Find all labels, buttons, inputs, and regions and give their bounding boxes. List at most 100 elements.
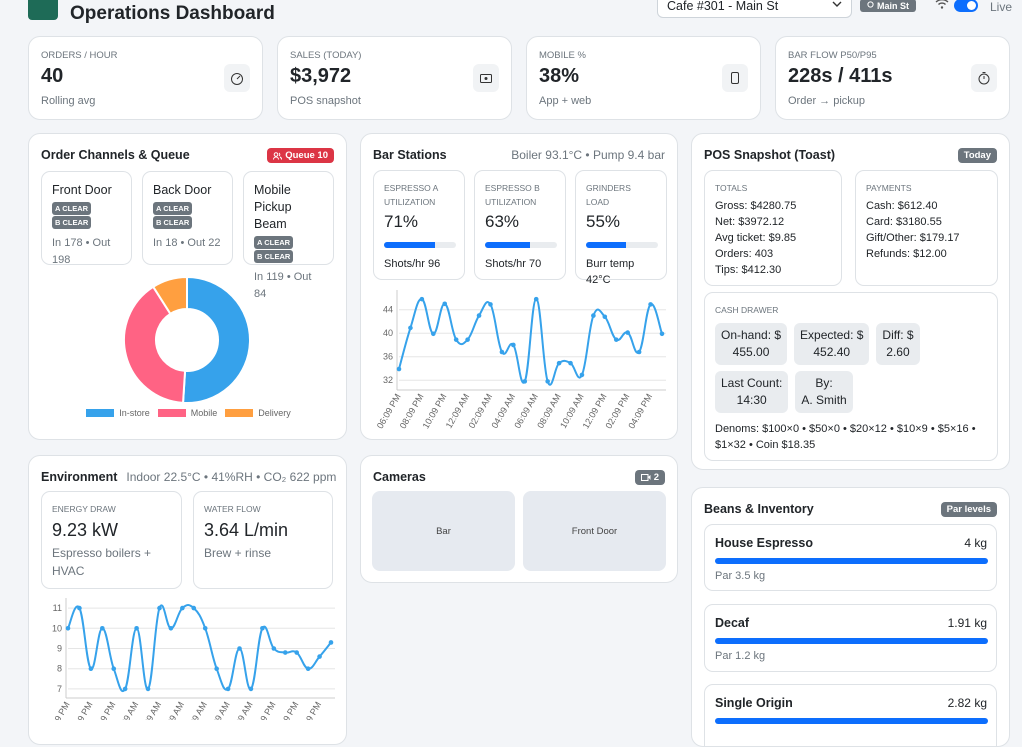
status-badge: B CLEAR [52, 216, 92, 229]
kpi-label: MOBILE % [539, 50, 586, 61]
chip-label: Last Count: [721, 376, 783, 390]
station-sub: Shots/hr 96 [384, 258, 441, 270]
stock-bar [715, 638, 988, 644]
today-badge: Today [957, 148, 997, 163]
data-point [214, 666, 219, 672]
channel-stats: In 178 • Out 198 [52, 237, 111, 266]
queue-badge: Queue 10 [267, 148, 334, 163]
location-badge: Main St [860, 0, 916, 12]
data-point [77, 605, 82, 611]
data-point [111, 666, 117, 672]
item-amount: 2.82 kg [947, 696, 987, 710]
data-point [157, 605, 162, 611]
station-box: ESPRESSO A UTILIZATION 71% Shots/hr 96 [373, 170, 465, 280]
pos-line: Tips: $412.30 [715, 264, 782, 276]
card-title: Beans & Inventory [704, 502, 814, 516]
data-point [488, 302, 493, 307]
station-sub: Shots/hr 70 [485, 258, 542, 270]
y-tick-label: 11 [53, 603, 62, 613]
chip-value: A. Smith [801, 393, 847, 407]
channel-box: Front Door A CLEARB CLEAR In 178 • Out 1… [41, 171, 132, 266]
legend-label: Mobile [190, 408, 218, 418]
x-tick-label: 04:09 AM [158, 700, 186, 720]
y-tick-label: 32 [383, 375, 393, 385]
station-value: 71% [384, 212, 419, 231]
channel-box: Back Door A CLEARB CLEAR In 18 • Out 22 [142, 171, 233, 265]
tile-value: 9.23 kW [52, 520, 119, 540]
y-tick-label: 36 [383, 352, 393, 362]
data-point [65, 625, 71, 631]
station-label: ESPRESSO A UTILIZATION [384, 183, 438, 207]
progress-bar [485, 242, 531, 248]
item-par: Par 3.5 kg [715, 570, 766, 582]
channel-box: Mobile Pickup Beam A CLEARB CLEAR In 119… [243, 171, 334, 300]
kpi-card: MOBILE % 38% App + web [526, 36, 761, 120]
data-point [202, 625, 208, 631]
card-title: Cameras [373, 470, 426, 484]
location-text: Cafe #301 - Main St [667, 0, 779, 13]
donut-chart [123, 275, 251, 404]
data-point [191, 605, 197, 611]
kpi-sub: POS snapshot [290, 95, 361, 107]
status-badge: A CLEAR [153, 202, 193, 215]
feed-label: Front Door [571, 525, 618, 537]
data-point [260, 625, 265, 631]
y-tick-label: 9 [57, 644, 62, 654]
camera-feed[interactable]: Front Door [523, 491, 666, 571]
legend-item: In-store [86, 408, 150, 418]
drawer-chip: Expected: $ 452.40 [794, 323, 870, 365]
legend-item: Delivery [225, 408, 291, 418]
chip-value: 2.60 [886, 345, 910, 359]
camera-feed[interactable]: Bar [372, 491, 515, 571]
badge-text: Main St [876, 0, 909, 11]
x-tick-label: 08:09 AM [204, 700, 232, 720]
data-line [398, 298, 663, 386]
pos-line: Card: $3180.55 [866, 216, 942, 228]
data-point [180, 605, 185, 611]
title-text: Environment [41, 470, 118, 484]
x-tick-label: 12:09 AM [113, 700, 141, 720]
x-tick-label: 10:09 PM [90, 700, 118, 720]
stock-bar [715, 718, 988, 724]
legend-item: Mobile [157, 408, 218, 418]
pos-line: Net: $3972.12 [715, 216, 785, 228]
channel-name: Back Door [153, 183, 212, 197]
legend-label: In-store [119, 408, 150, 418]
env-tile: WATER FLOW 3.64 L/min Brew + rinse [193, 491, 333, 589]
status-badge: A CLEAR [52, 202, 92, 215]
donut-slice [123, 285, 187, 404]
y-tick-label: 8 [57, 664, 62, 674]
status-badge: B CLEAR [153, 216, 193, 229]
kpi-icon [971, 64, 997, 92]
status-badge: B CLEAR [254, 250, 294, 263]
data-point [522, 379, 528, 384]
denoms: Denoms: $100×0 • $50×0 • $20×12 • $10×9 … [715, 423, 976, 451]
card-title: Bar Stations [373, 148, 447, 162]
data-point [168, 625, 174, 631]
cash-drawer-box: CASH DRAWER On-hand: $ 455.00 Expected: $ 4… [704, 292, 998, 461]
location-select[interactable]: Cafe #301 - Main St [657, 0, 852, 18]
kpi-icon [722, 64, 748, 92]
pos-line: Cash: $612.40 [866, 200, 938, 212]
box-label: CASH DRAWER [715, 305, 779, 315]
x-tick-label: 06:09 AM [181, 700, 209, 720]
data-point [511, 342, 516, 348]
live-toggle[interactable] [954, 0, 978, 12]
station-label: GRINDERS LOAD [586, 183, 631, 207]
card-subtitle: Indoor 22.5°C • 41%RH • CO₂ 622 ppm [126, 470, 337, 484]
data-point [88, 666, 94, 672]
environment-card: Environment Indoor 22.5°C • 41%RH • CO₂ 6… [28, 455, 347, 745]
x-tick-label: 02:09 AM [136, 700, 164, 720]
data-point [476, 313, 482, 318]
drawer-chip: On-hand: $ 455.00 [715, 323, 788, 365]
data-point [271, 646, 277, 651]
data-point [100, 625, 105, 631]
chip-value: 452.40 [813, 345, 851, 359]
kpi-label: BAR FLOW P50/P95 [788, 50, 877, 61]
x-tick-label: 10:09 AM [227, 700, 255, 720]
item-name: Decaf [715, 616, 750, 630]
card-title: Order Channels & Queue [41, 148, 190, 162]
item-name: House Espresso [715, 536, 813, 550]
chip-label: Expected: $ [800, 328, 864, 342]
